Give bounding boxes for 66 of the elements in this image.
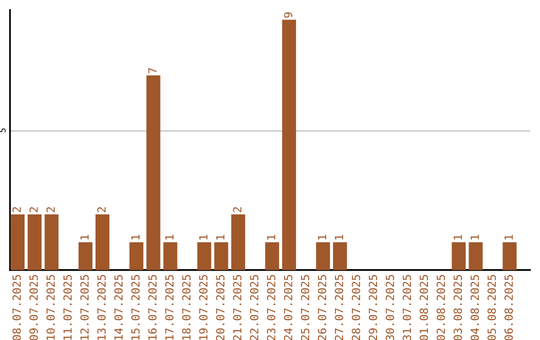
x-tick-label: 17.07.2025: [165, 275, 174, 340]
data-label: 9: [284, 12, 292, 18]
x-tick-label: 21.07.2025: [233, 275, 242, 340]
x-tick-label: 01.08.2025: [420, 275, 428, 340]
bar: [28, 214, 42, 270]
bar: [214, 242, 228, 270]
x-tick-label: 19.07.2025: [199, 275, 208, 340]
data-label: 1: [267, 234, 276, 240]
x-tick-label: 26.07.2025: [318, 275, 326, 340]
bar: [197, 242, 212, 270]
data-label: 2: [12, 207, 21, 212]
bar: [146, 75, 160, 270]
data-label: 1: [470, 234, 479, 240]
x-tick-label: 03.08.2025: [454, 275, 462, 340]
bar: [452, 242, 466, 270]
x-tick-label: 29.07.2025: [368, 275, 378, 340]
x-tick-label: 22.07.2025: [250, 275, 258, 340]
bar: [231, 214, 246, 270]
data-label: 1: [454, 234, 462, 240]
x-tick-label: 06.08.2025: [504, 275, 513, 340]
x-tick-label: 09.07.2025: [29, 275, 38, 340]
x-tick-label: 04.08.2025: [470, 275, 479, 340]
bar: [265, 242, 280, 270]
bar: [333, 242, 347, 270]
x-tick-label: 14.07.2025: [114, 275, 123, 340]
data-label: 1: [318, 234, 326, 240]
x-tick-label: 23.07.2025: [266, 275, 276, 340]
data-label: 1: [165, 234, 174, 240]
data-label: 2: [29, 207, 38, 212]
data-label: 2: [97, 207, 106, 212]
x-tick-label: 24.07.2025: [284, 275, 292, 340]
x-tick-label: 28.07.2025: [352, 275, 360, 340]
bar: [468, 242, 483, 270]
bar: [129, 242, 144, 270]
x-tick-label: 02.08.2025: [436, 275, 446, 340]
data-label: 1: [80, 234, 89, 240]
data-label: 1: [504, 234, 513, 240]
data-label: 1: [334, 234, 344, 240]
x-tick-label: 20.07.2025: [216, 275, 224, 340]
x-tick-label: 30.07.2025: [386, 275, 394, 340]
bar: [163, 242, 178, 270]
bar: [10, 214, 25, 270]
x-tick-label: 12.07.2025: [80, 275, 89, 340]
bar: [502, 242, 517, 270]
bar: [316, 242, 330, 270]
data-label: 1: [131, 234, 140, 240]
x-tick-label: 27.07.2025: [334, 275, 344, 340]
bar: [96, 214, 110, 270]
x-tick-label: 08.07.2025: [12, 275, 21, 340]
x-tick-label: 25.07.2025: [300, 275, 310, 340]
data-label: 2: [233, 207, 242, 212]
x-tick-label: 31.07.2025: [402, 275, 412, 340]
data-label: 2: [46, 207, 55, 212]
data-label: 7: [148, 68, 156, 74]
bar: [78, 242, 92, 270]
x-tick-label: 13.07.2025: [97, 275, 106, 340]
x-tick-label: 18.07.2025: [182, 275, 191, 340]
data-label: 1: [199, 234, 208, 240]
data-label: 1: [216, 234, 224, 240]
x-tick-label: 16.07.2025: [148, 275, 157, 340]
bar: [282, 20, 296, 270]
x-tick-label: 15.07.2025: [131, 275, 140, 340]
x-tick-label: 10.07.2025: [46, 275, 55, 340]
x-tick-label: 11.07.2025: [63, 275, 72, 340]
bar: [44, 214, 59, 270]
x-tick-label: 05.08.2025: [488, 275, 496, 340]
